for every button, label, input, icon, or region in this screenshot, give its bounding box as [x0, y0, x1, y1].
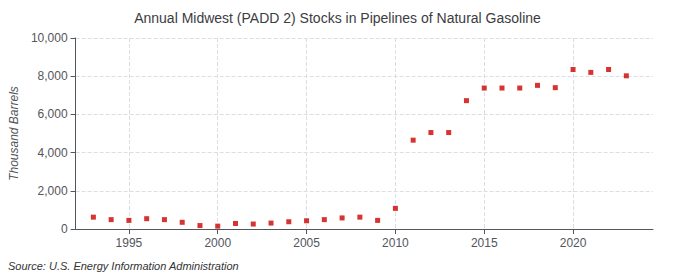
- svg-text:2000: 2000: [204, 236, 231, 250]
- svg-text:4,000: 4,000: [38, 146, 68, 160]
- svg-text:Thousand Barrels: Thousand Barrels: [7, 86, 21, 181]
- svg-text:0: 0: [61, 222, 68, 236]
- svg-text:2005: 2005: [293, 236, 320, 250]
- svg-text:8,000: 8,000: [38, 69, 68, 83]
- svg-text:2,000: 2,000: [38, 184, 68, 198]
- svg-text:Source: U.S. Energy Informatio: Source: U.S. Energy Information Administ…: [8, 260, 239, 272]
- svg-text:Annual Midwest (PADD 2) Stocks: Annual Midwest (PADD 2) Stocks in Pipeli…: [134, 10, 541, 26]
- svg-text:2020: 2020: [560, 236, 587, 250]
- svg-text:2010: 2010: [382, 236, 409, 250]
- svg-text:2015: 2015: [471, 236, 498, 250]
- svg-text:6,000: 6,000: [38, 107, 68, 121]
- svg-text:1995: 1995: [116, 236, 143, 250]
- svg-text:10,000: 10,000: [31, 31, 68, 45]
